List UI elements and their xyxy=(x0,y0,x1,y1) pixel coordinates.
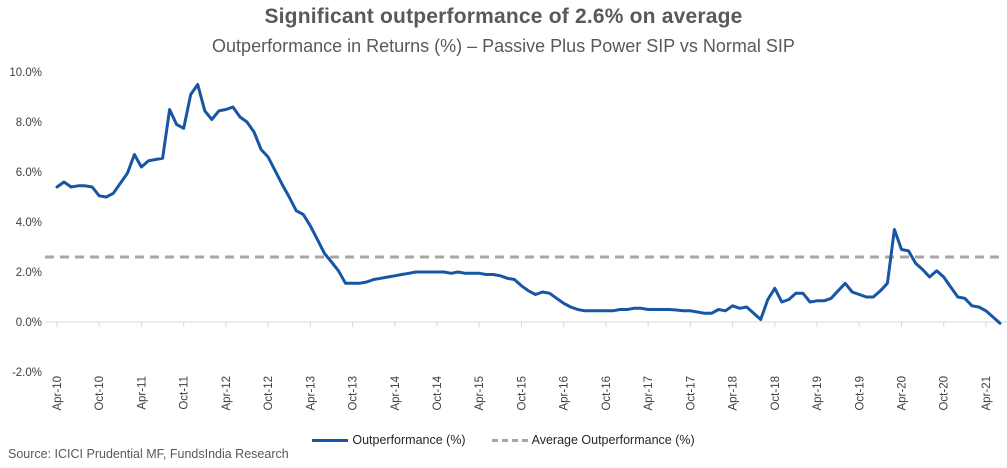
x-tick-label: Apr-12 xyxy=(221,376,233,411)
legend-label-outperformance: Outperformance (%) xyxy=(352,433,466,447)
y-tick-label: 10.0% xyxy=(9,67,42,79)
legend-entry-average: Average Outperformance (%) xyxy=(491,433,695,447)
x-tick-label: Oct-13 xyxy=(348,376,360,411)
y-tick-label: 0.0% xyxy=(16,317,42,329)
x-tick-label: Apr-18 xyxy=(728,376,740,411)
y-tick-label: 2.0% xyxy=(16,267,42,279)
x-tick-label: Apr-17 xyxy=(643,376,655,411)
x-tick-label: Oct-15 xyxy=(516,376,528,411)
x-tick-label: Oct-14 xyxy=(432,375,444,410)
legend-label-average: Average Outperformance (%) xyxy=(531,433,695,447)
x-tick-label: Oct-11 xyxy=(179,376,191,410)
x-tick-label: Oct-18 xyxy=(770,376,782,411)
source-note: Source: ICICI Prudential MF, FundsIndia … xyxy=(8,447,289,461)
y-tick-label: 8.0% xyxy=(16,117,42,129)
x-tick-label: Apr-14 xyxy=(390,375,402,410)
x-tick-label: Apr-20 xyxy=(896,376,908,411)
x-tick-label: Oct-12 xyxy=(263,376,275,411)
chart-subtitle: Outperformance in Returns (%) – Passive … xyxy=(212,36,795,56)
x-tick-label: Oct-20 xyxy=(939,376,951,411)
chart-legend: Outperformance (%) Average Outperformanc… xyxy=(0,433,1007,447)
chart-title: Significant outperformance of 2.6% on av… xyxy=(264,5,743,28)
legend-swatch-average xyxy=(491,438,528,442)
x-tick-label: Apr-11 xyxy=(136,376,148,410)
legend-swatch-outperformance xyxy=(312,438,349,442)
x-tick-label: Apr-13 xyxy=(305,376,317,411)
x-tick-label: Apr-19 xyxy=(812,376,824,411)
outperformance-line xyxy=(55,83,1002,325)
x-tick-label: Apr-10 xyxy=(52,376,64,411)
x-tick-label: Apr-16 xyxy=(559,376,571,411)
x-tick-label: Oct-17 xyxy=(685,376,697,411)
x-tick-label: Apr-21 xyxy=(981,376,993,411)
x-tick-label: Apr-15 xyxy=(474,376,486,411)
y-tick-label: 4.0% xyxy=(16,217,42,229)
legend-entry-outperformance: Outperformance (%) xyxy=(312,433,466,447)
x-tick-label: Oct-16 xyxy=(601,376,613,411)
x-tick-label: Oct-10 xyxy=(94,376,106,411)
y-tick-label: -2.0% xyxy=(12,367,42,379)
y-tick-label: 6.0% xyxy=(16,167,42,179)
x-tick-label: Oct-19 xyxy=(854,376,866,411)
